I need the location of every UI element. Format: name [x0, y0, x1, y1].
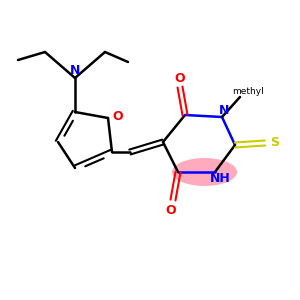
- Ellipse shape: [172, 158, 237, 186]
- Text: O: O: [113, 110, 123, 122]
- Text: O: O: [166, 203, 176, 217]
- Text: NH: NH: [210, 172, 230, 184]
- Text: methyl: methyl: [232, 88, 264, 97]
- Text: N: N: [70, 64, 80, 76]
- Text: O: O: [175, 71, 185, 85]
- Text: N: N: [219, 103, 229, 116]
- Text: S: S: [271, 136, 280, 149]
